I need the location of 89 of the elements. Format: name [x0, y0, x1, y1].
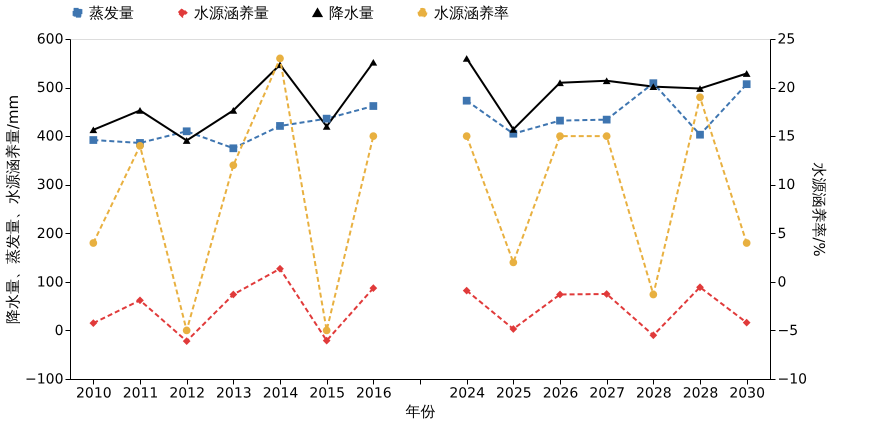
point [602, 132, 611, 140]
x-tick-label: 2016 [356, 386, 392, 402]
point [322, 123, 331, 130]
point [462, 55, 471, 62]
point [462, 286, 471, 294]
point [182, 137, 191, 144]
y2-tick-label: 15 [778, 128, 796, 145]
point [696, 283, 704, 292]
point [462, 96, 471, 105]
legend-label: 蒸发量 [89, 4, 134, 22]
point [182, 127, 191, 136]
y-tick-label: −100 [25, 372, 64, 388]
x-tick-label: 2010 [76, 386, 112, 402]
x-tick-label: 2011 [122, 386, 158, 402]
x-tick-label: 2015 [309, 386, 345, 402]
point [556, 132, 564, 140]
y2-tick-label: −10 [778, 372, 808, 388]
point [369, 58, 378, 66]
y2-tick-label: −5 [778, 322, 798, 339]
y-tick-label: 200 [36, 226, 64, 242]
point [696, 93, 704, 102]
x-tick-label: 2030 [729, 386, 765, 402]
x-tick-label: 2026 [542, 386, 578, 402]
point [696, 85, 704, 92]
point [556, 116, 564, 124]
y2-tick-label: 0 [778, 274, 786, 290]
x-tick-label: 2025 [496, 386, 532, 402]
x-tick-label: 2028 [636, 386, 672, 402]
x-tick-label: 2014 [262, 386, 298, 402]
point [696, 130, 704, 139]
point [509, 258, 518, 266]
point [649, 290, 658, 298]
point [556, 290, 564, 298]
point [89, 126, 98, 134]
point [742, 80, 751, 88]
point [276, 54, 284, 62]
point [369, 132, 378, 140]
y2-tick-label: 5 [778, 226, 786, 242]
y-tick-label: 500 [36, 80, 64, 96]
y2-tick-label: 20 [778, 80, 796, 96]
point [602, 116, 611, 124]
point [742, 70, 751, 77]
point [602, 290, 611, 298]
x-tick-label: 2024 [449, 386, 486, 402]
point [276, 264, 284, 273]
point [136, 107, 144, 114]
point [182, 337, 191, 345]
point [89, 239, 98, 247]
y2-tick-label: 25 [778, 32, 796, 48]
legend-label: 水源涵养量 [194, 4, 269, 22]
point [229, 144, 238, 152]
point [229, 290, 238, 298]
point [649, 331, 658, 340]
x-tick-label: 2028 [682, 386, 718, 402]
point [136, 296, 144, 304]
point [322, 326, 331, 334]
y-tick-label: 0 [54, 322, 64, 339]
x-axis-title: 年份 [406, 402, 436, 420]
point [322, 114, 331, 123]
point [509, 126, 518, 133]
legend-label: 水源涵养率 [434, 4, 509, 22]
point [182, 326, 191, 334]
point [462, 132, 471, 140]
point [556, 79, 564, 86]
y-axis-title: 降水量、蒸发量、水源涵养量/mm [4, 94, 22, 324]
point [742, 318, 751, 327]
point [322, 336, 331, 344]
point [369, 102, 378, 110]
x-tick-label: 2013 [216, 386, 252, 402]
point [229, 161, 238, 170]
point [742, 239, 751, 247]
point [229, 107, 238, 114]
point [509, 325, 518, 333]
point [136, 142, 144, 150]
y2-axis-title: 水源涵养率/% [810, 162, 828, 257]
y-tick-label: 300 [36, 177, 64, 194]
point [369, 284, 378, 292]
point [89, 319, 98, 328]
x-tick-label: 2012 [169, 386, 205, 402]
y-tick-label: 100 [36, 274, 64, 290]
y-tick-label: 600 [36, 32, 64, 48]
point [276, 122, 284, 130]
y-tick-label: 400 [36, 128, 64, 145]
point [602, 77, 611, 84]
point [89, 136, 98, 144]
legend-label: 降水量 [329, 4, 374, 22]
x-tick-label: 2027 [589, 386, 625, 402]
point [649, 83, 658, 90]
y2-tick-label: 10 [778, 177, 796, 194]
